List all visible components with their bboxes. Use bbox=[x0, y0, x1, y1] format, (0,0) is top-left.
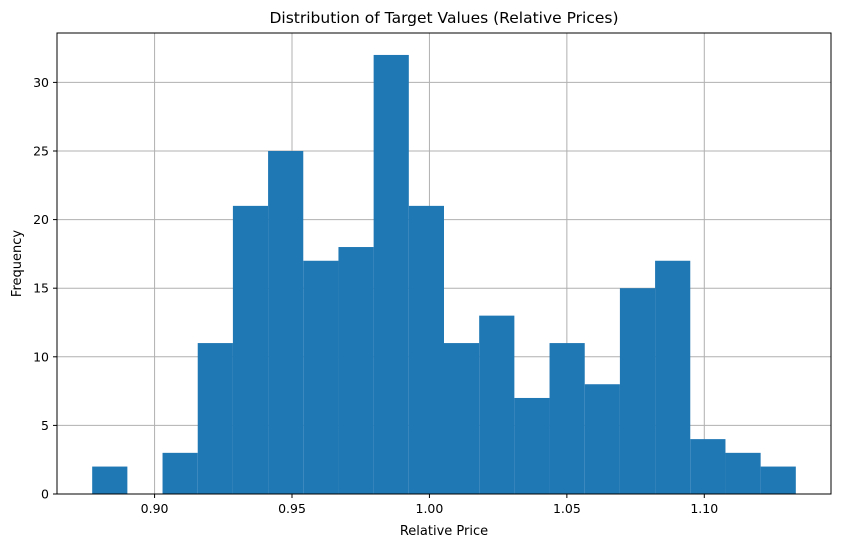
histogram-bar bbox=[619, 288, 656, 494]
histogram-bar bbox=[268, 150, 304, 494]
histogram-bar bbox=[514, 397, 550, 494]
x-tick-label: 0.90 bbox=[141, 501, 169, 516]
x-tick-label: 1.00 bbox=[416, 501, 444, 516]
x-axis-label: Relative Price bbox=[400, 524, 488, 539]
histogram-bar bbox=[655, 260, 691, 494]
y-tick-label: 30 bbox=[33, 75, 49, 90]
x-tick-label: 0.95 bbox=[278, 501, 306, 516]
y-tick-label: 0 bbox=[41, 487, 49, 502]
histogram-bar bbox=[92, 466, 128, 494]
histogram-bar bbox=[760, 466, 796, 494]
y-tick-label: 20 bbox=[33, 212, 49, 227]
x-tick-label: 1.10 bbox=[690, 501, 718, 516]
x-tick-label: 1.05 bbox=[553, 501, 581, 516]
histogram-bar bbox=[549, 343, 585, 494]
plot-frame bbox=[56, 32, 832, 495]
y-axis-ticks: 0 5 10 15 20 25 30 bbox=[33, 75, 57, 502]
histogram-bar bbox=[690, 439, 726, 494]
y-tick-label: 15 bbox=[33, 281, 49, 296]
y-axis-label: Frequency bbox=[10, 230, 25, 297]
histogram-bar bbox=[584, 384, 620, 494]
histogram-bar bbox=[303, 260, 339, 494]
y-tick-label: 25 bbox=[33, 143, 49, 158]
y-tick-label: 10 bbox=[33, 349, 49, 364]
histogram-bar bbox=[232, 205, 269, 494]
histogram-bar bbox=[338, 247, 374, 494]
histogram-bar bbox=[373, 54, 409, 494]
histogram-bar bbox=[479, 315, 515, 494]
x-axis-ticks: 0.90 0.95 1.00 1.05 1.10 bbox=[141, 494, 718, 516]
y-tick-label: 5 bbox=[41, 418, 49, 433]
histogram-bar bbox=[408, 205, 444, 494]
bar-layer bbox=[92, 54, 796, 494]
histogram-bar bbox=[725, 452, 761, 494]
histogram-bar bbox=[162, 452, 198, 494]
histogram-bar bbox=[444, 343, 480, 494]
chart-title: Distribution of Target Values (Relative … bbox=[269, 9, 618, 27]
histogram-bar bbox=[197, 343, 233, 494]
